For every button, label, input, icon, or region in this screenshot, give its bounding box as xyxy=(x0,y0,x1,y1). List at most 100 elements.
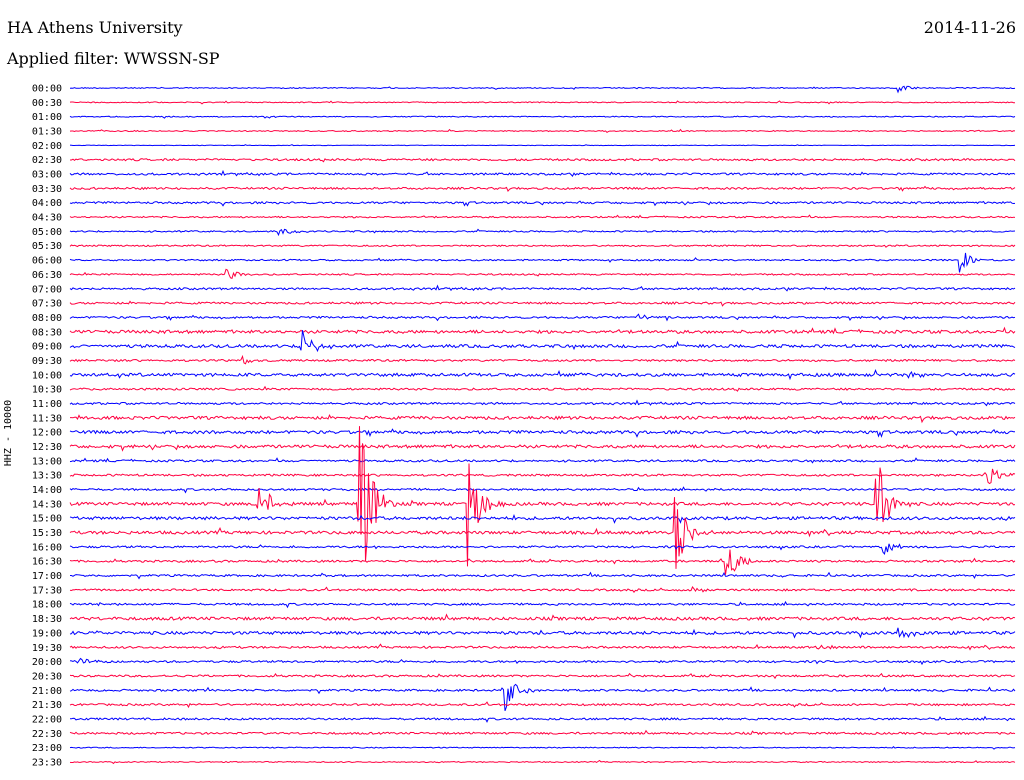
time-label: 19:30 xyxy=(32,643,62,654)
date-label: 2014-11-26 xyxy=(923,18,1016,37)
time-label: 22:00 xyxy=(32,714,62,725)
trace-2030 xyxy=(69,672,1016,680)
time-label: 06:00 xyxy=(32,256,62,267)
time-label: 02:00 xyxy=(32,141,62,152)
time-label: 19:00 xyxy=(32,628,62,639)
time-label: 15:00 xyxy=(32,514,62,525)
trace-1830 xyxy=(69,613,1016,621)
trace-1200 xyxy=(69,428,1015,438)
time-label: 13:00 xyxy=(32,456,62,467)
trace-0330 xyxy=(69,185,1016,193)
trace-1600 xyxy=(69,543,1016,555)
trace-0200 xyxy=(69,144,1016,147)
filter-label: Applied filter: WWSSN-SP xyxy=(7,49,220,68)
time-label: 09:30 xyxy=(32,356,62,367)
trace-0600 xyxy=(69,252,1016,273)
trace-2000 xyxy=(69,657,1016,666)
trace-0430 xyxy=(69,214,1016,219)
time-label: 10:30 xyxy=(32,385,62,396)
time-label: 18:00 xyxy=(32,600,62,611)
station-title: HA Athens University xyxy=(7,18,183,37)
trace-0500 xyxy=(69,228,1016,237)
time-label: 05:00 xyxy=(32,227,62,238)
time-label: 11:00 xyxy=(32,399,62,410)
time-label: 08:00 xyxy=(32,313,62,324)
trace-1800 xyxy=(69,600,1016,609)
trace-1500 xyxy=(69,514,1016,524)
time-label: 07:30 xyxy=(32,299,62,310)
time-label: 03:30 xyxy=(32,184,62,195)
trace-1230 xyxy=(69,443,1016,452)
time-label: 00:00 xyxy=(32,84,62,95)
trace-1730 xyxy=(69,586,1016,594)
trace-0800 xyxy=(69,313,1016,322)
trace-0830 xyxy=(69,326,1016,335)
time-label: 09:00 xyxy=(32,342,62,353)
time-label: 10:00 xyxy=(32,370,62,381)
time-label: 18:30 xyxy=(32,614,62,625)
time-label: 06:30 xyxy=(32,270,62,281)
trace-1700 xyxy=(70,571,1016,580)
trace-2330 xyxy=(69,759,1016,765)
trace-1000 xyxy=(69,369,1016,381)
time-label: 12:00 xyxy=(32,428,62,439)
time-label: 05:30 xyxy=(32,241,62,252)
trace-2230 xyxy=(69,729,1016,736)
time-label: 20:00 xyxy=(32,657,62,668)
time-label: 11:30 xyxy=(32,413,62,424)
trace-2130 xyxy=(69,701,1016,709)
time-label: 14:30 xyxy=(32,499,62,510)
trace-2200 xyxy=(69,715,1016,723)
trace-1130 xyxy=(70,414,1016,424)
trace-0030 xyxy=(69,100,1015,105)
time-label: 03:00 xyxy=(32,170,62,181)
trace-0900 xyxy=(69,330,1016,353)
time-label: 01:30 xyxy=(32,127,62,138)
trace-2300 xyxy=(69,746,1016,750)
time-label: 01:00 xyxy=(32,112,62,123)
time-label: 16:00 xyxy=(32,542,62,553)
trace-0700 xyxy=(69,284,1016,292)
trace-2100 xyxy=(69,683,1016,711)
trace-1630 xyxy=(69,549,1016,575)
time-label: 23:00 xyxy=(32,743,62,754)
time-label: 16:30 xyxy=(32,557,62,568)
trace-0100 xyxy=(69,115,1016,119)
trace-0930 xyxy=(69,354,1016,365)
trace-1100 xyxy=(69,399,1016,407)
time-label: 04:00 xyxy=(32,198,62,209)
trace-0000 xyxy=(69,85,1016,94)
trace-0530 xyxy=(69,244,1016,248)
trace-0730 xyxy=(69,300,1016,307)
trace-1030 xyxy=(69,385,1016,392)
trace-0130 xyxy=(69,128,1016,134)
time-label: 00:30 xyxy=(32,98,62,109)
trace-1300 xyxy=(69,457,1016,464)
time-label: 21:30 xyxy=(32,700,62,711)
trace-0300 xyxy=(69,169,1016,177)
trace-1430 xyxy=(69,426,1016,567)
time-label: 21:00 xyxy=(32,686,62,697)
trace-1530 xyxy=(69,497,1016,569)
trace-0400 xyxy=(69,200,1016,207)
time-label: 23:30 xyxy=(32,757,62,768)
time-label: 17:00 xyxy=(32,571,62,582)
trace-1900 xyxy=(69,627,1016,639)
time-label: 04:30 xyxy=(32,213,62,224)
trace-0230 xyxy=(70,157,1016,163)
time-label: 07:00 xyxy=(32,284,62,295)
trace-1330 xyxy=(69,468,1016,485)
time-label: 22:30 xyxy=(32,729,62,740)
time-label: 13:30 xyxy=(32,471,62,482)
time-label: 17:30 xyxy=(32,585,62,596)
time-label: 15:30 xyxy=(32,528,62,539)
trace-1930 xyxy=(69,643,1016,651)
trace-0630 xyxy=(69,268,1015,279)
time-label: 12:30 xyxy=(32,442,62,453)
time-label: 02:30 xyxy=(32,155,62,166)
trace-1400 xyxy=(69,486,1016,494)
time-label: 08:30 xyxy=(32,327,62,338)
time-label: 14:00 xyxy=(32,485,62,496)
time-label: 20:30 xyxy=(32,671,62,682)
